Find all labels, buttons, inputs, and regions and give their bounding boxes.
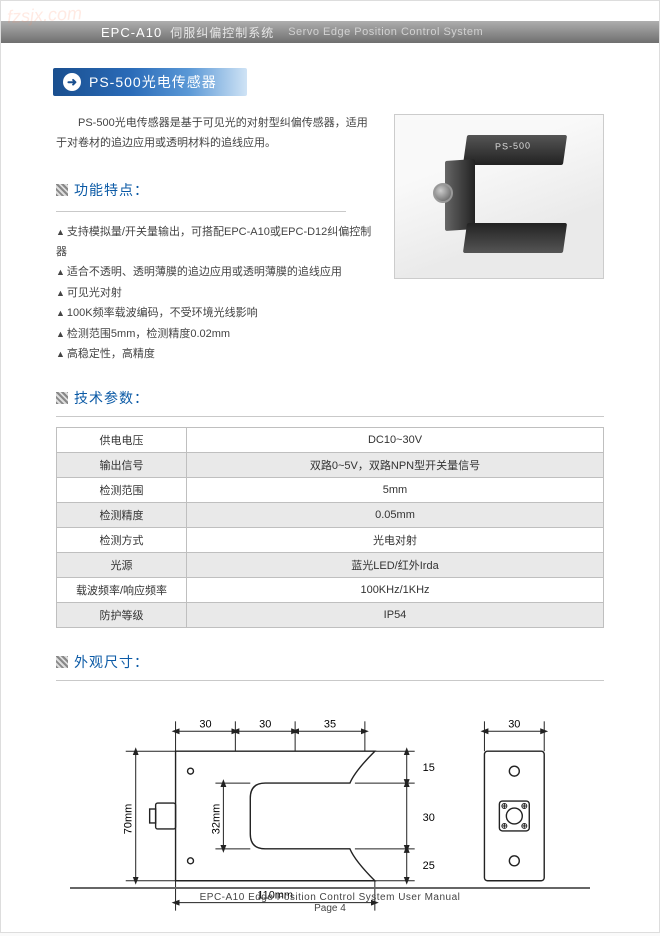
dim-r-top: 15 xyxy=(423,762,435,774)
title-text: PS-500光电传感器 xyxy=(89,72,217,92)
param-key: 载波频率/响应频率 xyxy=(57,578,187,603)
arrow-right-icon: ➜ xyxy=(63,73,81,91)
param-val: 双路0~5V，双路NPN型开关量信号 xyxy=(187,453,604,478)
table-row: 载波频率/响应频率100KHz/1KHz xyxy=(57,578,604,603)
table-row: 输出信号双路0~5V，双路NPN型开关量信号 xyxy=(57,453,604,478)
table-row: 供电电压DC10~30V xyxy=(57,428,604,453)
param-key: 防护等级 xyxy=(57,603,187,628)
section-heading-dimensions: 外观尺寸： xyxy=(56,652,604,672)
section-underline xyxy=(56,680,604,681)
hatch-square-icon xyxy=(56,184,68,196)
dim-seg3: 35 xyxy=(324,718,336,730)
connector-icon xyxy=(433,183,453,203)
table-row: 检测方式光电对射 xyxy=(57,528,604,553)
param-key: 输出信号 xyxy=(57,453,187,478)
feature-item: 支持模拟量/开关量输出，可搭配EPC-A10或EPC-D12纠偏控制器 xyxy=(56,222,376,263)
product-image: PS-500 xyxy=(394,114,604,279)
section-title-params: 技术参数： xyxy=(74,388,149,408)
params-section: 技术参数： 供电电压DC10~30V 输出信号双路0~5V，双路NPN型开关量信… xyxy=(56,388,604,628)
header-zh: 伺服纠偏控制系统 xyxy=(170,24,274,41)
param-val: 5mm xyxy=(187,478,604,503)
section-title-features: 功能特点： xyxy=(74,178,149,203)
table-row: 检测范围5mm xyxy=(57,478,604,503)
param-key: 光源 xyxy=(57,553,187,578)
intro-row: PS-500光电传感器是基于可见光的对射型纠偏传感器，适用于对卷材的追边应用或透… xyxy=(56,114,604,364)
param-val: IP54 xyxy=(187,603,604,628)
sensor-label: PS-500 xyxy=(495,140,531,151)
footer: EPC-A10 Edge Position Control System Use… xyxy=(1,887,659,914)
dim-r-mid: 30 xyxy=(423,812,435,824)
feature-item: 适合不透明、透明薄膜的追边应用或透明薄膜的追线应用 xyxy=(56,262,376,282)
param-val: DC10~30V xyxy=(187,428,604,453)
page: fzsjx.com EPC-A10 伺服纠偏控制系统 Servo Edge Po… xyxy=(0,0,660,933)
header-bar: EPC-A10 伺服纠偏控制系统 Servo Edge Position Con… xyxy=(1,21,659,43)
content: ➜ PS-500光电传感器 PS-500光电传感器是基于可见光的对射型纠偏传感器… xyxy=(1,43,659,936)
section-title-dimensions: 外观尺寸： xyxy=(74,652,149,672)
section-underline xyxy=(56,416,604,417)
section-heading-features: 功能特点： xyxy=(56,178,376,203)
table-row: 光源蓝光LED/红外Irda xyxy=(57,553,604,578)
feature-item: 100K频率载波编码，不受环境光线影响 xyxy=(56,303,376,323)
intro-paragraph: PS-500光电传感器是基于可见光的对射型纠偏传感器，适用于对卷材的追边应用或透… xyxy=(56,114,376,154)
param-key: 检测范围 xyxy=(57,478,187,503)
hatch-square-icon xyxy=(56,656,68,668)
dim-slot: 32mm xyxy=(210,804,222,834)
dim-seg1: 30 xyxy=(199,718,211,730)
param-key: 检测方式 xyxy=(57,528,187,553)
header-model: EPC-A10 xyxy=(101,25,162,40)
param-val: 蓝光LED/红外Irda xyxy=(187,553,604,578)
header-en: Servo Edge Position Control System xyxy=(288,26,483,38)
features-list: 支持模拟量/开关量输出，可搭配EPC-A10或EPC-D12纠偏控制器 适合不透… xyxy=(56,222,376,364)
feature-item: 高稳定性，高精度 xyxy=(56,344,376,364)
feature-item: 可见光对射 xyxy=(56,283,376,303)
section-underline xyxy=(56,211,346,212)
features-section: 功能特点： 支持模拟量/开关量输出，可搭配EPC-A10或EPC-D12纠偏控制… xyxy=(56,178,376,365)
intro-left: PS-500光电传感器是基于可见光的对射型纠偏传感器，适用于对卷材的追边应用或透… xyxy=(56,114,376,364)
param-key: 检测精度 xyxy=(57,503,187,528)
dim-r-bot: 25 xyxy=(423,860,435,872)
param-val: 100KHz/1KHz xyxy=(187,578,604,603)
feature-item: 检测范围5mm，检测精度0.02mm xyxy=(56,324,376,344)
dim-h: 70mm xyxy=(123,804,135,834)
param-val: 光电对射 xyxy=(187,528,604,553)
footer-line xyxy=(70,887,590,889)
sensor-illustration: PS-500 xyxy=(435,135,575,255)
params-table: 供电电压DC10~30V 输出信号双路0~5V，双路NPN型开关量信号 检测范围… xyxy=(56,427,604,628)
table-row: 防护等级IP54 xyxy=(57,603,604,628)
param-key: 供电电压 xyxy=(57,428,187,453)
hatch-square-icon xyxy=(56,392,68,404)
section-heading-params: 技术参数： xyxy=(56,388,604,408)
dim-side-w: 30 xyxy=(508,718,520,730)
dim-seg2: 30 xyxy=(259,718,271,730)
footer-text-1: EPC-A10 Edge Position Control System Use… xyxy=(1,892,659,903)
title-chip: ➜ PS-500光电传感器 xyxy=(53,68,247,96)
footer-text-2: Page 4 xyxy=(1,903,659,914)
table-row: 检测精度0.05mm xyxy=(57,503,604,528)
param-val: 0.05mm xyxy=(187,503,604,528)
